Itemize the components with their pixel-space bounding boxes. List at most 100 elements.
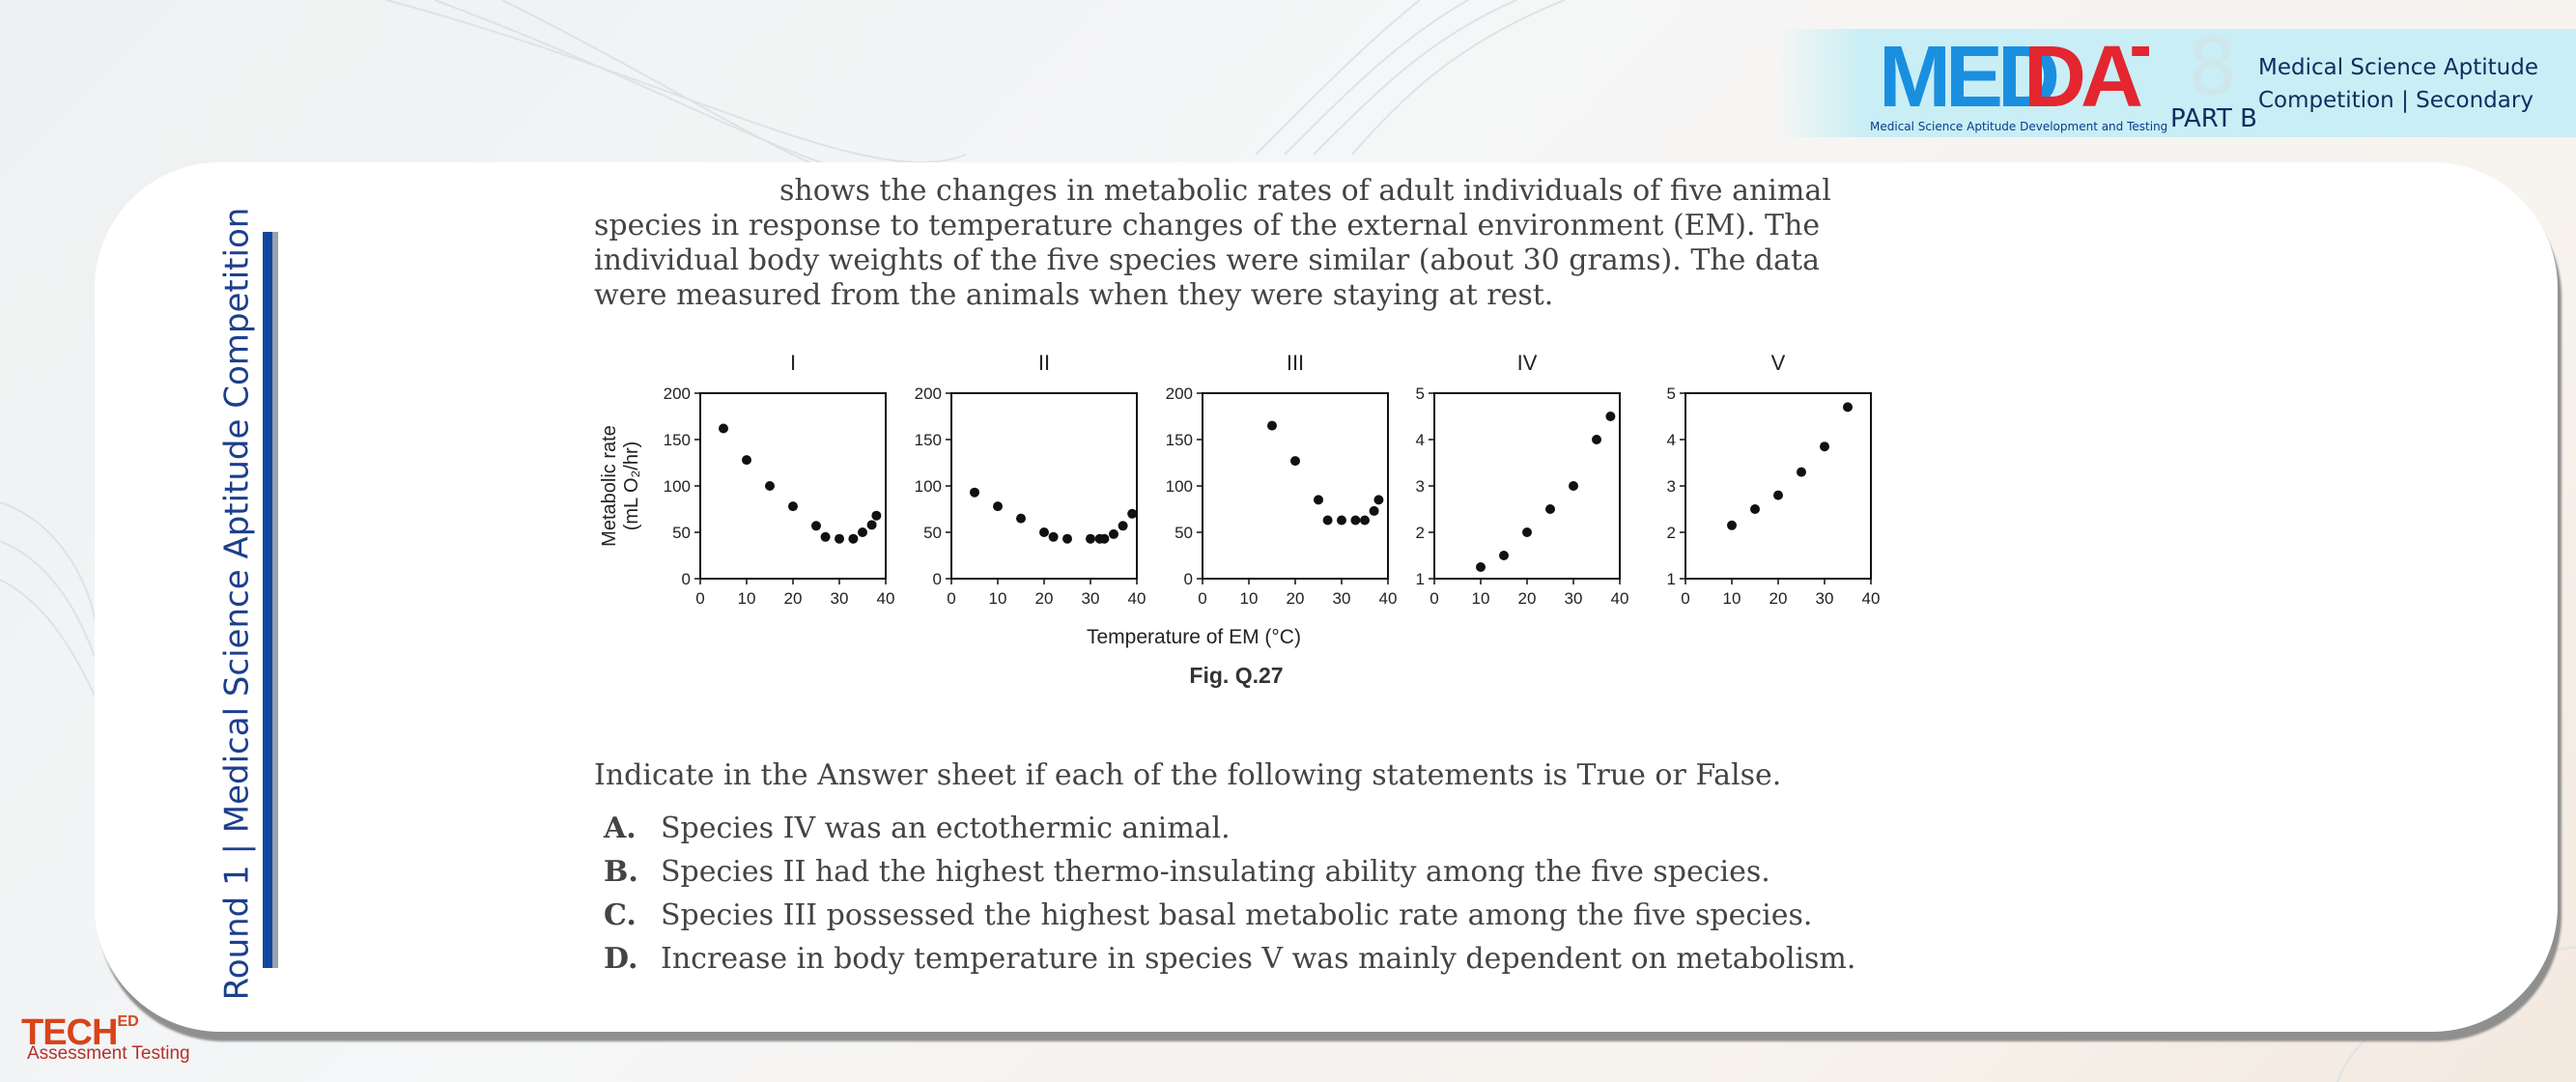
teched-logo-main: TECH [21,1012,118,1053]
data-point [811,521,821,531]
data-point [1267,420,1277,431]
y-tick-label: 150 [664,431,691,449]
y-tick-label: 0 [682,570,691,588]
intro-paragraph: shows the changes in metabolic rates of … [594,174,1888,313]
statement-letter: A. [604,812,637,845]
y-tick-label: 4 [1416,431,1425,449]
plot-frame [1684,392,1872,580]
x-tick-label: 20 [784,589,803,608]
y-tick-label: 3 [1667,477,1676,496]
statement-letter: D. [604,942,638,976]
data-point [1086,533,1095,544]
data-point [1843,402,1853,413]
y-tick-label: 100 [915,477,942,496]
edition-number: 8 [2188,22,2237,112]
data-point [1350,515,1361,526]
data-point [1039,527,1049,537]
statement-text: Species IV was an ectothermic animal. [661,812,1231,845]
y-tick-label: 150 [915,431,942,449]
chart-title: III [1287,351,1304,375]
header-title: Medical Science Aptitude Competition | S… [2258,51,2538,117]
data-point [993,501,1003,512]
x-tick-label: 10 [1240,589,1259,608]
x-tick-label: 0 [695,589,704,608]
teched-logo: TECHED [21,1012,139,1053]
x-tick-label: 10 [738,589,756,608]
statement-d: D. Increase in body temperature in speci… [604,937,1855,981]
y-tick-label: 0 [1184,570,1193,588]
statement-letter: C. [604,898,637,932]
data-point [835,533,844,544]
chart-title: V [1771,351,1786,375]
statement-c: C. Species III possessed the highest bas… [604,894,1855,937]
statement-text: Species II had the highest thermo-insula… [661,855,1770,889]
data-point [1727,520,1737,530]
x-tick-label: 0 [1681,589,1689,608]
statement-a: A. Species IV was an ectothermic animal. [604,807,1855,850]
chart-title: IV [1517,351,1538,375]
x-tick-label: 40 [877,589,895,608]
question-intro: shows the changes in metabolic rates of … [594,174,1908,313]
x-tick-label: 40 [1862,589,1881,608]
chart-title: II [1038,351,1050,375]
y-tick-label: 4 [1667,431,1676,449]
data-point [970,487,979,498]
header-title-line2: Competition | Secondary [2258,88,2534,113]
y-tick-label: 50 [1175,524,1193,542]
x-tick-label: 10 [1472,589,1490,608]
sidebar-title-text: Round 1 | Medical Science Aptitude Compe… [217,207,257,1001]
y-tick-label: 2 [1416,524,1425,542]
statement-text: Species III possessed the highest basal … [661,898,1813,932]
x-tick-label: 30 [1082,589,1100,608]
y-tick-label: 200 [915,384,942,403]
data-point [1373,495,1384,505]
y-tick-label: 50 [923,524,942,542]
x-tick-label: 30 [1816,589,1834,608]
data-point [1369,505,1379,516]
data-point [866,520,877,530]
data-point [765,481,775,491]
x-tick-label: 30 [1565,589,1583,608]
data-point [1773,490,1783,500]
data-point [1569,481,1578,491]
data-point [1127,508,1138,519]
data-point [1476,562,1486,572]
svg-text:MED: MED [1879,39,2057,118]
data-point [1290,456,1300,467]
y-axis-label-line1: Metabolic rate [599,425,620,547]
data-point [1545,504,1555,514]
data-point [1337,515,1346,526]
x-tick-label: 10 [989,589,1007,608]
x-tick-label: 0 [1198,589,1206,608]
intro-line-4: were measured from the animals when they… [594,278,1554,312]
x-tick-label: 30 [831,589,849,608]
data-point [1750,504,1760,514]
plot-frame [1433,392,1621,580]
x-tick-label: 10 [1723,589,1741,608]
y-tick-label: 150 [1166,431,1193,449]
plot-frame [1202,392,1389,580]
sidebar-accent-bar [263,232,278,968]
logo-subtitle: Medical Science Aptitude Development and… [1870,120,2168,133]
x-tick-label: 40 [1128,589,1146,608]
plot-frame [699,392,887,580]
sidebar-title: Round 1 | Medical Science Aptitude Compe… [208,208,266,1001]
y-tick-label: 100 [1166,477,1193,496]
data-point [858,527,867,537]
data-point [1109,528,1118,539]
intro-line-2: species in response to temperature chang… [594,209,1821,242]
chart-title: I [790,351,796,375]
data-point [1118,521,1128,531]
meddat-logo: MED DAT [1879,39,2149,118]
x-axis-label: Temperature of EM (°C) [1087,626,1301,648]
data-point [1797,467,1806,477]
data-point [1820,441,1829,452]
instruction-text: Indicate in the Answer sheet if each of … [594,758,1782,792]
x-tick-label: 20 [1287,589,1305,608]
data-point [1016,513,1026,524]
data-point [848,533,859,544]
y-tick-label: 200 [1166,384,1193,403]
statement-b: B. Species II had the highest thermo-ins… [604,850,1855,894]
data-point [1062,533,1072,544]
